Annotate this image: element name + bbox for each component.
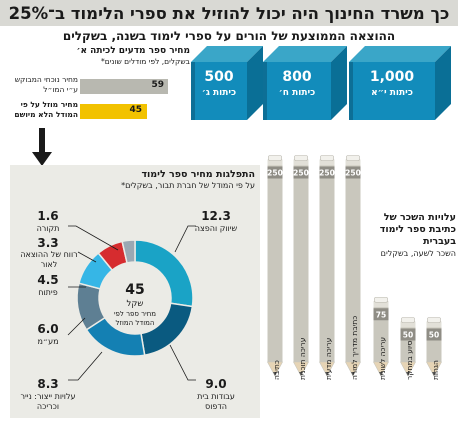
- pie-value-vat: 6.0: [37, 322, 59, 336]
- pie-subtitle: על פי המודל של חברת תבור, בשקלים*: [121, 181, 255, 190]
- pencil-value-5: 50: [403, 331, 413, 340]
- donut-hole: [100, 263, 170, 333]
- price-bar-current: [80, 79, 168, 94]
- book-label-grade8: כיתות ח׳: [278, 88, 316, 98]
- pencil-bar-4: [372, 296, 390, 377]
- pencil-label-3: כתיבת מדריך למורה: [350, 316, 359, 380]
- book-label-grade11: כיתות י״א: [371, 88, 413, 98]
- pie-label-marketing: שיווק והפצה: [194, 224, 238, 233]
- pencil-value-4: 75: [376, 310, 386, 319]
- pencil-bar-3: [344, 155, 362, 377]
- pencil-label-1: עריכה תוכנית: [298, 337, 307, 380]
- price-compare-title: מחיר ספר מדעים לכיתה א׳: [76, 46, 190, 56]
- book-value-grade3: 500: [204, 69, 234, 85]
- pencil-value-1: 250: [293, 169, 309, 178]
- pencil-label-2: עריכה מדעית: [324, 337, 333, 380]
- pie-label-overhead: תקורה: [36, 224, 60, 233]
- pie-value-printing: 9.0: [205, 377, 227, 391]
- page-subtitle: ההוצאה הממוצעת של הורים על ספרי לימוד בש…: [62, 29, 396, 43]
- price-bar-model: [80, 104, 147, 119]
- wages-title: עלויות השכר של כתיבת ספר לימוד בעברית: [379, 212, 456, 247]
- book-icon-grade11: [349, 46, 451, 120]
- pencil-bar-0: [266, 155, 284, 377]
- pencil-value-3: 250: [345, 169, 361, 178]
- pie-label-development: פיתוח: [38, 288, 58, 297]
- price-compare-subtitle: בשקלים, לפי מודלים שונים*: [101, 57, 190, 66]
- price-value-current: 59: [151, 80, 164, 90]
- wages-subtitle: השכר לשעה, בשקלים: [380, 249, 456, 258]
- pencil-label-4: עריכה לשונית: [378, 337, 387, 380]
- down-arrow-icon: [32, 128, 52, 166]
- pie-label-printing: עבודות בית הדפוס: [197, 392, 235, 411]
- pencil-label-6: הגהות: [431, 360, 440, 380]
- book-value-grade8: 800: [282, 69, 312, 85]
- donut-chart: [76, 239, 194, 357]
- book-value-grade11: 1,000: [369, 69, 415, 85]
- donut-center-value: 45: [125, 282, 145, 298]
- page-title: כך משרד החינוך היה יכול להוזיל את ספרי ה…: [0, 0, 458, 26]
- pencil-bar-1: [292, 155, 310, 377]
- pie-label-production: עלויות ייצור: נייר וכריכה: [20, 392, 76, 411]
- pencil-value-0: 250: [267, 169, 283, 178]
- price-label-model: מחיר מוזל על פי המודל הלא מיושם: [14, 100, 78, 119]
- books-illustration: [191, 46, 451, 120]
- pie-label-profit: רווח של ההוצאה לאור: [20, 250, 78, 269]
- pencil-label-0: כתיבה: [272, 360, 281, 380]
- donut-center-caption: מחיר ספר לפי המודל המוזל: [113, 310, 157, 327]
- pie-value-overhead: 1.6: [37, 209, 59, 223]
- pencil-value-2: 250: [319, 169, 335, 178]
- pie-value-profit: 3.3: [37, 236, 59, 250]
- pie-slice-6: [121, 239, 136, 264]
- price-value-model: 45: [129, 105, 142, 115]
- pie-value-marketing: 12.3: [201, 209, 231, 223]
- price-label-current: מחיר נוכחי המבוקש ע״י המו״ל: [14, 75, 78, 94]
- pencil-bar-5: [399, 317, 417, 377]
- pencil-bar-2: [318, 155, 336, 377]
- pencil-label-5: סיוע במחקר: [405, 340, 414, 380]
- pie-value-development: 4.5: [37, 273, 59, 287]
- pie-title: התפלגות מחיר ספר לימוד: [141, 169, 255, 180]
- book-icon-grade8: [263, 46, 347, 120]
- donut-center-unit: שקל: [126, 299, 144, 309]
- pencil-value-6: 50: [429, 331, 439, 340]
- pie-value-production: 8.3: [37, 377, 59, 391]
- pie-label-vat: מע״מ: [37, 337, 59, 346]
- book-label-grade3: כיתות ג׳: [201, 88, 237, 98]
- pencil-bar-6: [425, 317, 443, 377]
- book-icon-grade3: [191, 46, 263, 120]
